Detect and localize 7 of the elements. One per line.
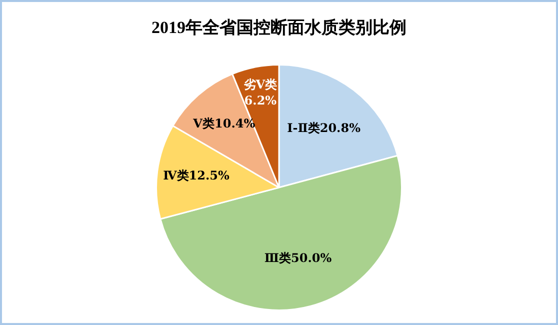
slice-label: Ⅰ-Ⅱ类20.8% <box>287 121 362 136</box>
slice-label: Ⅲ类50.0% <box>264 250 332 265</box>
chart-title: 2019年全省国控断面水质类别比例 <box>150 17 408 39</box>
slice-label: 劣Ⅴ类 <box>242 78 278 92</box>
slice-label: Ⅴ类10.4% <box>192 116 256 131</box>
slice-label: Ⅳ类12.5% <box>163 168 230 182</box>
data-label: 6.2% <box>244 94 278 108</box>
